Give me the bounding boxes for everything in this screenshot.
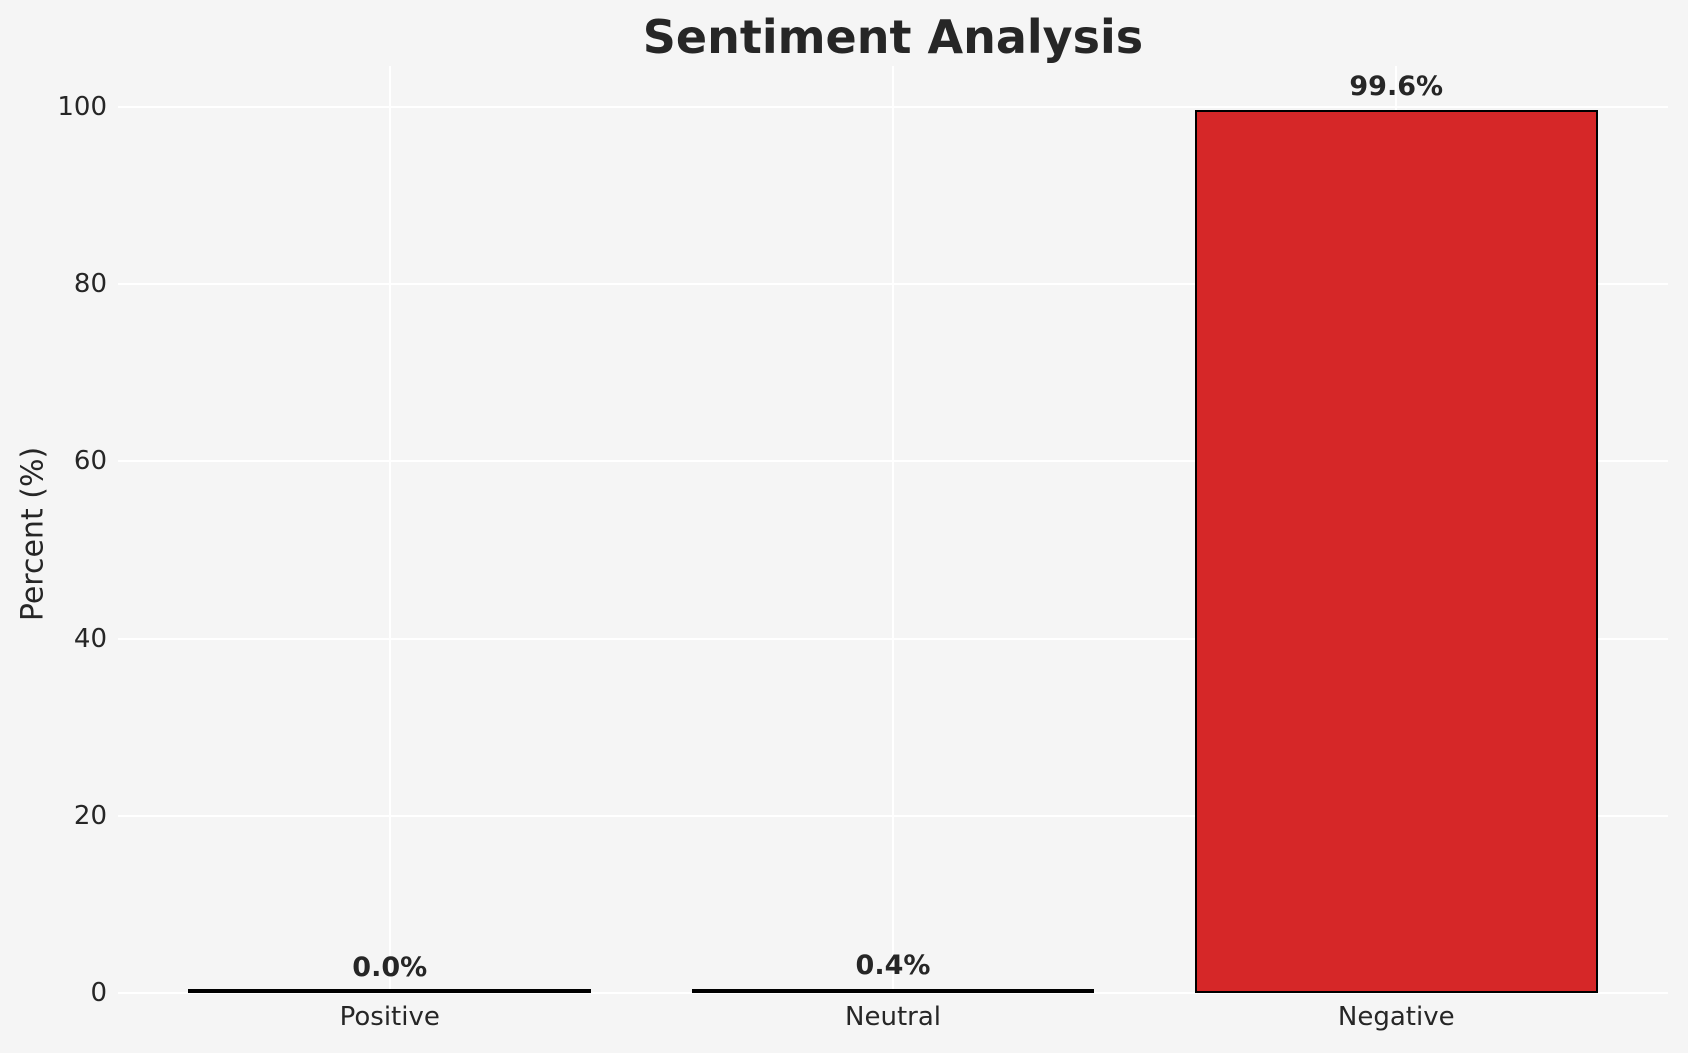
y-tick-label: 100 bbox=[57, 91, 107, 122]
bar-neutral bbox=[691, 989, 1095, 993]
x-tick-label: Negative bbox=[1337, 1002, 1455, 1032]
bar-value-label: 99.6% bbox=[1349, 71, 1444, 103]
x-tick-label: Positive bbox=[339, 1002, 440, 1032]
x-gridline bbox=[388, 66, 391, 993]
bar-positive bbox=[188, 989, 592, 993]
y-tick-label: 0 bbox=[90, 978, 107, 1008]
bar-value-label: 0.4% bbox=[855, 950, 931, 982]
y-tick-label: 80 bbox=[73, 269, 107, 299]
y-gridline bbox=[118, 992, 1668, 994]
y-axis-tick-labels: 0 20 40 60 80 100 bbox=[0, 0, 107, 1053]
plot-area: 0.0% 0.4% 99.6% bbox=[118, 66, 1668, 994]
y-tick-label: 40 bbox=[73, 623, 107, 654]
y-tick-label: 60 bbox=[73, 446, 107, 477]
bar-negative bbox=[1194, 110, 1598, 993]
y-tick-label: 20 bbox=[73, 800, 107, 831]
chart-title: Sentiment Analysis bbox=[642, 10, 1144, 64]
x-gridline bbox=[892, 66, 894, 993]
bar-value-label: 0.0% bbox=[352, 951, 428, 983]
x-tick-label: Neutral bbox=[845, 1002, 941, 1032]
